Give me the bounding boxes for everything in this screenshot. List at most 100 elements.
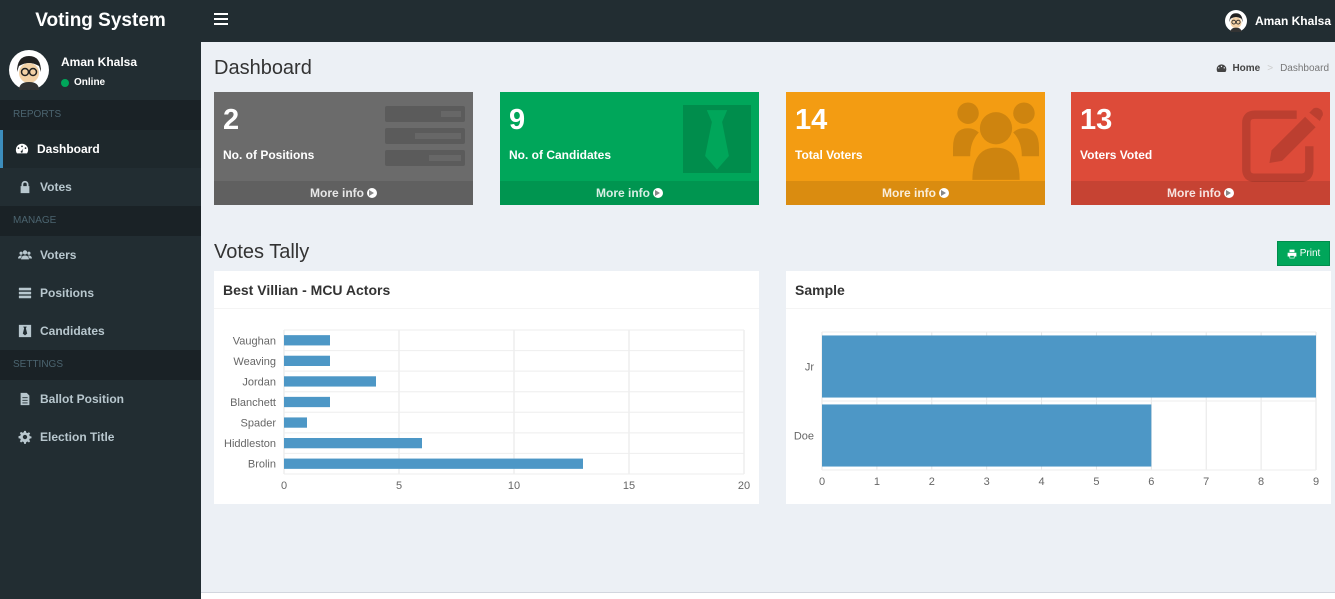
sidebar-item-voters[interactable]: Voters — [0, 236, 201, 274]
users-icon — [953, 102, 1039, 180]
x-tick-label: 15 — [623, 480, 635, 492]
sidebar-item-label: Election Title — [40, 430, 115, 444]
top-header: Voting System Aman Khalsa — [0, 0, 1335, 42]
more-info-link[interactable]: More info — [214, 181, 473, 205]
x-tick-label: 2 — [929, 476, 935, 488]
status-label: Online — [74, 77, 106, 88]
more-info-label: More info — [1167, 186, 1221, 200]
x-tick-label: 5 — [1093, 476, 1099, 488]
x-tick-label: 5 — [396, 480, 402, 492]
chart-panel-best-villian: Best Villian - MCU Actors 0 5 10 15 20 Vaugha… — [214, 271, 759, 504]
y-tick-label: Jordan — [242, 376, 276, 388]
status-dot-icon — [61, 78, 69, 87]
y-tick-label: Blanchett — [230, 397, 276, 409]
lock-icon — [20, 180, 30, 194]
bar — [822, 335, 1316, 398]
sidebar-item-label: Candidates — [40, 324, 105, 338]
user-name: Aman Khalsa — [61, 55, 138, 69]
x-tick-label: 4 — [1038, 476, 1044, 488]
breadcrumb: Home > Dashboard — [1216, 63, 1329, 74]
breadcrumb-separator: > — [1267, 63, 1274, 74]
x-tick-label: 7 — [1203, 476, 1209, 488]
sidebar-item-label: Votes — [40, 180, 72, 194]
user-menu[interactable]: Aman Khalsa — [1224, 9, 1331, 33]
page-title: Dashboard — [214, 57, 312, 79]
bar-chart-sample: 0 1 2 3 4 5 6 7 8 9 Jr Doe — [794, 331, 1319, 488]
black-tie-icon — [18, 324, 32, 338]
stat-box-candidates: 9 No. of Candidates More info — [500, 92, 759, 205]
arrow-circle-right-icon — [939, 188, 949, 198]
sidebar-item-election-title[interactable]: Election Title — [0, 418, 201, 456]
print-icon — [1287, 249, 1297, 258]
tasks-icon — [18, 287, 32, 299]
more-info-link[interactable]: More info — [500, 181, 759, 205]
arrow-circle-right-icon — [1224, 188, 1234, 198]
y-tick-label: Vaughan — [233, 335, 276, 347]
stat-value: 2 — [223, 104, 240, 136]
breadcrumb-current: Dashboard — [1280, 63, 1329, 74]
x-tick-label: 0 — [281, 480, 287, 492]
bar — [284, 335, 330, 346]
dashboard-icon — [15, 143, 29, 154]
bar — [284, 396, 330, 408]
y-tick-label: Hiddleston — [224, 438, 276, 450]
stat-box-voters-voted: 13 Voters Voted More info — [1071, 92, 1330, 205]
more-info-label: More info — [310, 186, 364, 200]
avatar — [9, 50, 49, 90]
menu-toggle-icon[interactable] — [214, 13, 228, 27]
stat-value: 9 — [509, 104, 526, 136]
user-name-top: Aman Khalsa — [1254, 14, 1331, 28]
x-tick-label: 6 — [1148, 476, 1154, 488]
print-button[interactable]: Print — [1277, 241, 1330, 266]
stat-box-positions: 2 No. of Positions More info — [214, 92, 473, 205]
breadcrumb-home-label: Home — [1232, 63, 1261, 74]
x-tick-label: 20 — [738, 480, 750, 492]
avatar — [1224, 10, 1247, 32]
top-navbar: Aman Khalsa — [201, 0, 1335, 42]
stat-label: Total Voters — [795, 148, 863, 162]
y-tick-label: Jr — [805, 362, 815, 374]
users-icon — [18, 250, 32, 260]
stat-value: 13 — [1080, 104, 1113, 136]
bar — [284, 438, 422, 449]
x-tick-label: 3 — [984, 476, 990, 488]
chart-title: Sample — [786, 274, 1331, 309]
footer — [201, 592, 1335, 599]
print-label: Print — [1299, 248, 1321, 259]
sidebar-item-candidates[interactable]: Candidates — [0, 312, 201, 350]
bar — [284, 355, 330, 366]
x-tick-label: 10 — [508, 480, 520, 492]
sidebar-item-dashboard[interactable]: Dashboard — [0, 130, 201, 168]
more-info-label: More info — [882, 186, 936, 200]
sidebar-item-positions[interactable]: Positions — [0, 274, 201, 312]
online-status: Online — [61, 77, 105, 88]
section-header-manage: MANAGE — [0, 206, 201, 236]
stat-label: No. of Positions — [223, 148, 315, 162]
y-tick-label: Brolin — [248, 459, 276, 471]
stat-label: No. of Candidates — [509, 148, 612, 162]
x-tick-label: 8 — [1258, 476, 1264, 488]
more-info-link[interactable]: More info — [1071, 181, 1330, 205]
bar — [284, 376, 376, 387]
breadcrumb-home[interactable]: Home — [1216, 63, 1260, 74]
votes-tally-title: Votes Tally — [214, 241, 310, 263]
arrow-circle-right-icon — [367, 188, 377, 198]
stat-value: 14 — [795, 104, 828, 136]
sidebar-item-ballot-position[interactable]: Ballot Position — [0, 380, 201, 418]
app-logo[interactable]: Voting System — [0, 0, 201, 42]
bar-chart-best-villian: 0 5 10 15 20 Vaughan Weaving Jordan Blanchett Spa… — [224, 329, 750, 492]
black-tie-icon — [683, 105, 751, 173]
x-tick-label: 9 — [1313, 476, 1319, 488]
y-tick-label: Spader — [241, 418, 277, 430]
user-panel: Aman Khalsa Online — [0, 42, 201, 100]
sidebar-item-votes[interactable]: Votes — [0, 168, 201, 206]
more-info-link[interactable]: More info — [786, 181, 1045, 205]
tasks-icon — [385, 106, 465, 166]
sidebar-item-label: Positions — [40, 286, 95, 300]
x-tick-label: 1 — [874, 476, 880, 488]
dashboard-icon — [1217, 64, 1227, 72]
y-tick-label: Weaving — [233, 356, 276, 368]
more-info-label: More info — [596, 186, 650, 200]
bar — [284, 417, 307, 428]
sidebar: Aman Khalsa Online REPORTS Dashboard Vot… — [0, 42, 201, 599]
